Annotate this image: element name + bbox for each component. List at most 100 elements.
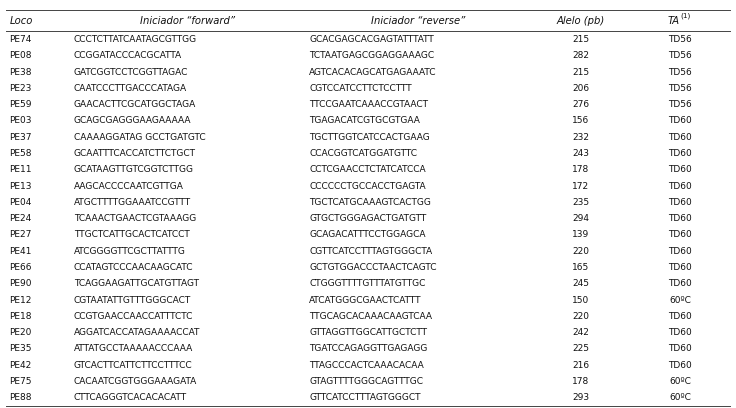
Text: GTGCTGGGAGACTGATGTT: GTGCTGGGAGACTGATGTT (309, 214, 426, 223)
Text: CGTTCATCCTTTAGTGGGCTA: CGTTCATCCTTTAGTGGGCTA (309, 247, 432, 256)
Text: CTGGGTTTTGTTTATGTTGC: CTGGGTTTTGTTTATGTTGC (309, 279, 425, 288)
Text: PE58: PE58 (10, 149, 32, 158)
Text: PE42: PE42 (10, 361, 32, 370)
Text: 243: 243 (572, 149, 590, 158)
Text: TTAGCCCACTCAAACACAA: TTAGCCCACTCAAACACAA (309, 361, 424, 370)
Text: CCGTGAACCAACCATTTCTC: CCGTGAACCAACCATTTCTC (74, 312, 193, 321)
Text: TD56: TD56 (668, 100, 692, 109)
Text: TD60: TD60 (668, 263, 692, 272)
Text: CACAATCGGTGGGAAAGATA: CACAATCGGTGGGAAAGATA (74, 377, 197, 386)
Text: CCACGGTCATGGATGTTC: CCACGGTCATGGATGTTC (309, 149, 417, 158)
Text: 215: 215 (572, 35, 590, 44)
Text: TD60: TD60 (668, 198, 692, 207)
Text: AAGCACCCCAATCGTTGA: AAGCACCCCAATCGTTGA (74, 182, 183, 191)
Text: GCACGAGCACGAGTATTTATT: GCACGAGCACGAGTATTTATT (309, 35, 434, 44)
Text: PE24: PE24 (10, 214, 32, 223)
Text: CAAAAGGATAG GCCTGATGTC: CAAAAGGATAG GCCTGATGTC (74, 133, 205, 142)
Text: GTTCATCCTTTAGTGGGCT: GTTCATCCTTTAGTGGGCT (309, 393, 420, 402)
Text: 60ºC: 60ºC (669, 393, 691, 402)
Text: PE18: PE18 (10, 312, 32, 321)
Text: TD56: TD56 (668, 84, 692, 93)
Text: TA: TA (668, 16, 680, 26)
Text: TD60: TD60 (668, 312, 692, 321)
Text: CCATAGTCCCAACAAGCATC: CCATAGTCCCAACAAGCATC (74, 263, 193, 272)
Text: TGAGACATCGTGCGTGAA: TGAGACATCGTGCGTGAA (309, 116, 420, 126)
Text: PE27: PE27 (10, 231, 32, 239)
Text: 150: 150 (572, 296, 590, 305)
Text: TD60: TD60 (668, 182, 692, 191)
Text: 294: 294 (572, 214, 590, 223)
Text: PE35: PE35 (10, 344, 32, 353)
Text: GTTAGGTTGGCATTGCTCTT: GTTAGGTTGGCATTGCTCTT (309, 328, 427, 337)
Text: 165: 165 (572, 263, 590, 272)
Text: 178: 178 (572, 165, 590, 174)
Text: PE75: PE75 (10, 377, 32, 386)
Text: PE08: PE08 (10, 51, 32, 60)
Text: 216: 216 (572, 361, 590, 370)
Text: Iniciador “reverse”: Iniciador “reverse” (370, 16, 465, 26)
Text: 225: 225 (572, 344, 590, 353)
Text: 293: 293 (572, 393, 590, 402)
Text: TD60: TD60 (668, 247, 692, 256)
Text: GCAGACATTTCCTGGAGCA: GCAGACATTTCCTGGAGCA (309, 231, 425, 239)
Text: TD60: TD60 (668, 279, 692, 288)
Text: Loco: Loco (10, 16, 33, 26)
Text: PE66: PE66 (10, 263, 32, 272)
Text: 245: 245 (572, 279, 590, 288)
Text: TD60: TD60 (668, 116, 692, 126)
Text: (1): (1) (681, 12, 691, 19)
Text: 60ºC: 60ºC (669, 296, 691, 305)
Text: TD60: TD60 (668, 361, 692, 370)
Text: ATGCTTTTGGAAATCCGTTT: ATGCTTTTGGAAATCCGTTT (74, 198, 191, 207)
Text: GTAGTTTTGGGCAGTTTGC: GTAGTTTTGGGCAGTTTGC (309, 377, 423, 386)
Text: TD56: TD56 (668, 68, 692, 77)
Text: PE11: PE11 (10, 165, 32, 174)
Text: TTCCGAATCAAACCGTAACT: TTCCGAATCAAACCGTAACT (309, 100, 428, 109)
Text: ATCATGGGCGAACTCATTT: ATCATGGGCGAACTCATTT (309, 296, 422, 305)
Text: TD60: TD60 (668, 214, 692, 223)
Text: TD60: TD60 (668, 231, 692, 239)
Text: TCAGGAAGATTGCATGTTAGT: TCAGGAAGATTGCATGTTAGT (74, 279, 199, 288)
Text: PE20: PE20 (10, 328, 32, 337)
Text: Alelo (pb): Alelo (pb) (556, 16, 605, 26)
Text: CGTAATATTGTTTGGGCACT: CGTAATATTGTTTGGGCACT (74, 296, 191, 305)
Text: TCTAATGAGCGGAGGAAAGC: TCTAATGAGCGGAGGAAAGC (309, 51, 434, 60)
Text: 60ºC: 60ºC (669, 377, 691, 386)
Text: PE38: PE38 (10, 68, 32, 77)
Text: 232: 232 (572, 133, 590, 142)
Text: GTCACTTCATTCTTCCTTTCC: GTCACTTCATTCTTCCTTTCC (74, 361, 192, 370)
Text: CGTCCATCCTTCTCCTTT: CGTCCATCCTTCTCCTTT (309, 84, 411, 93)
Text: GCTGTGGACCCTAACTCAGTC: GCTGTGGACCCTAACTCAGTC (309, 263, 436, 272)
Text: CCCTCTTATCAATAGCGTTGG: CCCTCTTATCAATAGCGTTGG (74, 35, 197, 44)
Text: 172: 172 (572, 182, 590, 191)
Text: PE37: PE37 (10, 133, 32, 142)
Text: PE90: PE90 (10, 279, 32, 288)
Text: 178: 178 (572, 377, 590, 386)
Text: CCGGATACCCACGCATTA: CCGGATACCCACGCATTA (74, 51, 182, 60)
Text: GCATAAGTTGTCGGTCTTGG: GCATAAGTTGTCGGTCTTGG (74, 165, 194, 174)
Text: TD60: TD60 (668, 344, 692, 353)
Text: TD60: TD60 (668, 165, 692, 174)
Text: 282: 282 (572, 51, 590, 60)
Text: PE59: PE59 (10, 100, 32, 109)
Text: GATCGGTCCTCGGTTAGAC: GATCGGTCCTCGGTTAGAC (74, 68, 188, 77)
Text: ATCGGGGTTCGCTTATTTG: ATCGGGGTTCGCTTATTTG (74, 247, 185, 256)
Text: TTGCAGCACAAACAAGTCAA: TTGCAGCACAAACAAGTCAA (309, 312, 432, 321)
Text: TGATCCAGAGGTTGAGAGG: TGATCCAGAGGTTGAGAGG (309, 344, 428, 353)
Text: AGTCACACAGCATGAGAAATC: AGTCACACAGCATGAGAAATC (309, 68, 436, 77)
Text: 215: 215 (572, 68, 590, 77)
Text: TGCTTGGTCATCCACTGAAG: TGCTTGGTCATCCACTGAAG (309, 133, 430, 142)
Text: GCAGCGAGGGAAGAAAAA: GCAGCGAGGGAAGAAAAA (74, 116, 191, 126)
Text: PE41: PE41 (10, 247, 32, 256)
Text: CCCCCCTGCCACCTGAGTA: CCCCCCTGCCACCTGAGTA (309, 182, 425, 191)
Text: TCAAACTGAACTCGTAAAGG: TCAAACTGAACTCGTAAAGG (74, 214, 196, 223)
Text: TD56: TD56 (668, 35, 692, 44)
Text: PE74: PE74 (10, 35, 32, 44)
Text: 156: 156 (572, 116, 590, 126)
Text: 220: 220 (572, 247, 590, 256)
Text: ATTATGCCTAAAAACCCAAA: ATTATGCCTAAAAACCCAAA (74, 344, 193, 353)
Text: 242: 242 (573, 328, 589, 337)
Text: 206: 206 (572, 84, 590, 93)
Text: PE88: PE88 (10, 393, 32, 402)
Text: PE23: PE23 (10, 84, 32, 93)
